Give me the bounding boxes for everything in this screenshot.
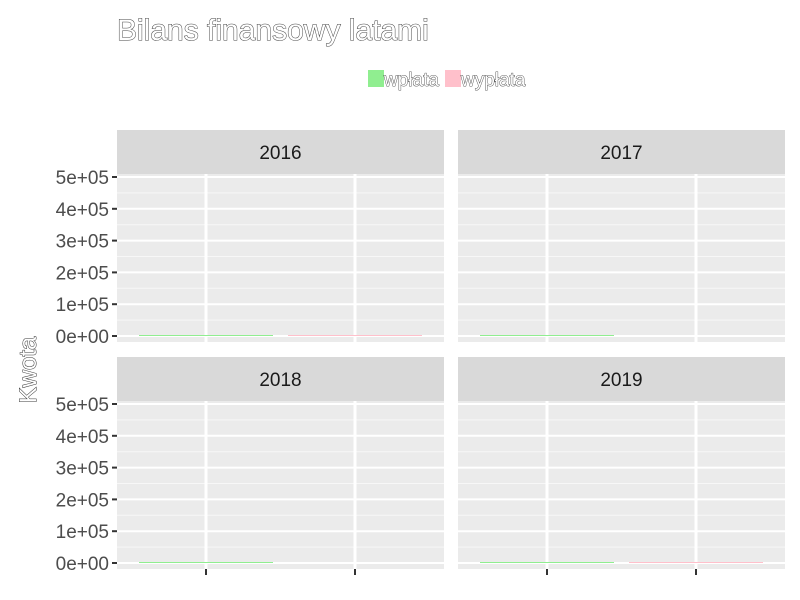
bar-wypłata [629,562,763,563]
y-tick-label: 0e+00 [56,327,109,348]
y-tick-label: 1e+05 [56,522,109,543]
legend-key-wplata [368,70,384,87]
y-tick-label: 3e+05 [56,459,109,480]
facet-strip-label: 2019 [600,370,642,391]
panel-background [117,401,444,569]
y-tick-label: 1e+05 [56,295,109,316]
facet-strip [458,130,785,174]
facet-2018: 2018 0e+00 1e+05 2e+05 3e+05 4e+05 5e+05 [56,357,444,575]
facet-2016: 2016 0e+00 1e+05 2e+05 3e+05 4e+05 5e+05 [56,130,444,348]
bar-wpłata [480,562,614,563]
facet-strip-label: 2017 [600,143,642,164]
y-tick-label: 4e+05 [56,427,109,448]
facet-strip-label: 2016 [259,143,301,164]
bar-wpłata [139,335,273,336]
panel-background [458,174,785,342]
y-tick-label: 0e+00 [56,554,109,575]
facet-strip-label: 2018 [259,370,301,391]
panel-background [458,401,785,569]
bar-wpłata [480,335,614,336]
facet-strip [458,357,785,401]
facet-strip [117,130,444,174]
y-tick-label: 2e+05 [56,263,109,284]
y-tick-label: 5e+05 [56,168,109,189]
facet-strip [117,357,444,401]
legend-key-wyplata [445,70,461,87]
y-axis-label: Kwota [15,336,42,403]
legend-label-wplata: wpłata [383,70,439,91]
facet-2019: 2019 [458,357,785,575]
y-tick-label: 5e+05 [56,395,109,416]
chart-title: Bilans finansowy latami [117,14,429,47]
bar-wpłata [139,562,273,563]
facets: 2016 0e+00 1e+05 2e+05 3e+05 4e+05 5e+05 2017 20… [56,130,785,575]
legend-label-wyplata: wypłata [460,70,526,91]
bar-wypłata [288,335,422,336]
y-tick-label: 3e+05 [56,232,109,253]
legend: wpłata wypłata [368,70,526,91]
y-tick-label: 2e+05 [56,490,109,511]
y-tick-label: 4e+05 [56,200,109,221]
facet-2017: 2017 [458,130,785,342]
panel-background [117,174,444,342]
